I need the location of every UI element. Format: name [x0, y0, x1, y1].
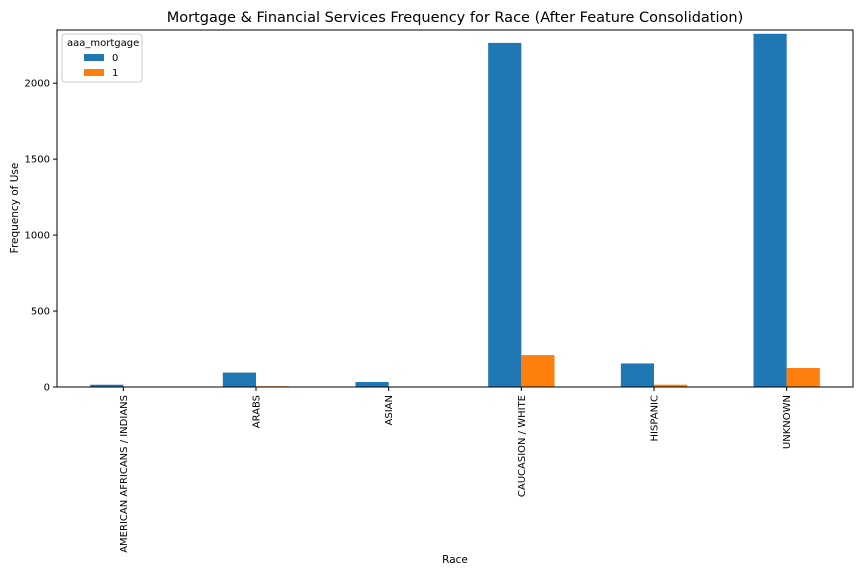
y-tick-label: 1500 — [25, 155, 50, 166]
bar-series-1-3 — [521, 355, 555, 387]
bar-series-1-5 — [786, 368, 820, 387]
x-tick-label: ASIAN — [384, 395, 395, 425]
bar-series-0-5 — [753, 33, 787, 387]
plot-frame — [56, 29, 854, 388]
bar-series-0-3 — [488, 42, 522, 387]
legend-label-0: 0 — [112, 53, 118, 64]
y-axis-label: Frequency of Use — [9, 163, 21, 254]
x-tick-label: CAUCASION / WHITE — [517, 395, 528, 497]
bar-series-0-2 — [355, 381, 389, 387]
bar-series-0-0 — [90, 384, 124, 387]
bar-series-0-4 — [620, 363, 654, 387]
y-tick-label: 1000 — [25, 231, 50, 242]
x-tick-label: ARABS — [252, 395, 263, 428]
y-tick-label: 0 — [44, 383, 50, 394]
legend-swatch-1 — [84, 69, 104, 76]
chart-title: Mortgage & Financial Services Frequency … — [167, 10, 744, 26]
x-tick-label: UNKNOWN — [782, 395, 793, 449]
y-tick-label: 2000 — [25, 79, 50, 90]
legend-label-1: 1 — [112, 68, 118, 79]
bars-group — [90, 33, 820, 387]
bar-series-1-4 — [654, 384, 688, 387]
legend-title: aaa_mortgage — [67, 38, 139, 49]
x-tick-label: HISPANIC — [650, 395, 661, 441]
legend-swatch-0 — [84, 54, 104, 61]
y-tick-label: 500 — [31, 307, 50, 318]
bar-series-0-1 — [222, 372, 256, 387]
x-tick-label: AMERICAN AFRICANS / INDIANS — [119, 395, 130, 553]
x-ticks-group: AMERICAN AFRICANS / INDIANS ARABS ASIAN CAU… — [119, 387, 793, 553]
x-axis-label: Race — [442, 554, 468, 566]
legend: aaa_mortgage 0 1 — [61, 33, 143, 83]
y-ticks-group: 0 500 1000 1500 2000 — [25, 79, 57, 394]
